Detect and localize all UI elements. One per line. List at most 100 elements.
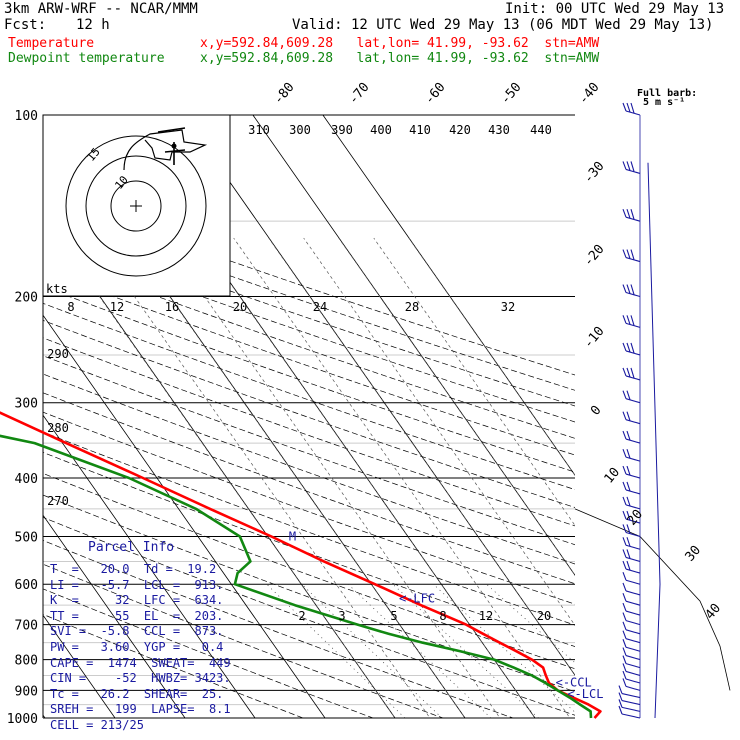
parcel-info-row: CIN = -52 HWBZ= 3423. (50, 671, 231, 686)
dry-adiabat-group (43, 193, 575, 718)
dry-adiabat (43, 411, 575, 605)
moist-adiabat (338, 237, 575, 576)
isotherm-label: -20 (581, 242, 608, 270)
dry-adiabat (43, 431, 575, 626)
speed-scale-label: 12 (110, 300, 124, 314)
isotherm-label: -80 (271, 80, 298, 108)
mixing-ratio-line (266, 583, 406, 718)
parcel-info-row: LI = -5.7 LCL = 913. (50, 577, 224, 592)
wind-barb (618, 705, 641, 719)
dry-adiabat (43, 320, 575, 508)
dry-adiabat (43, 193, 575, 376)
theta-e-label: 410 (409, 123, 431, 137)
wind-barb (622, 647, 641, 661)
dry-adiabat (43, 355, 575, 546)
isotherm-line (322, 115, 575, 476)
temperature-trace (0, 411, 602, 719)
parcel-info-row: SREH = 199 LAPSE= 8.1 (50, 702, 231, 717)
theta-e-label: 430 (488, 123, 510, 137)
level-marker: <-LFC (399, 592, 435, 606)
pressure-tick-label: 800 (15, 654, 38, 669)
dewpoint-trace (0, 434, 593, 719)
forecast-label: Fcst: (4, 17, 47, 33)
moist-adiabat (58, 237, 396, 718)
wind-profile-line (647, 162, 661, 719)
dry-adiabat (43, 516, 575, 716)
mixing-ratio-label: 2 (298, 609, 305, 623)
wind-barb (622, 448, 641, 462)
wind-barb (622, 630, 641, 644)
pressure-tick-label: 200 (15, 291, 38, 306)
model-title: 3km ARW-WRF -- NCAR/MMM (4, 1, 198, 17)
moist-adiabat (93, 237, 431, 718)
isotherm-label: -60 (422, 80, 449, 108)
theta-e-label: 420 (449, 123, 471, 137)
hodograph-units-label: kts (46, 282, 68, 296)
wind-barb (622, 602, 641, 616)
wind-barb (622, 102, 641, 116)
storm-motion-dot (171, 143, 177, 149)
full-barb-value: 5 m s⁻¹ (643, 97, 685, 108)
speed-scale-label: 16 (165, 300, 179, 314)
isotherm-label: 10 (602, 465, 624, 487)
theta-e-label: 400 (370, 123, 392, 137)
mixing-ratio-label: 8 (439, 609, 446, 623)
hodograph-ring (85, 155, 187, 257)
mixing-ratio-label: 20 (537, 609, 551, 623)
wind-barb (622, 208, 641, 222)
level-marker: M (289, 529, 296, 543)
forecast-hour: 12 h (76, 17, 110, 33)
wind-barb (622, 663, 641, 676)
moist-adiabat (303, 237, 575, 626)
parcel-info-row: K = 32 LFC = 634. (50, 593, 224, 608)
theta-e-label: 300 (289, 123, 311, 137)
mixing-ratio-line (486, 583, 575, 664)
wind-barb (622, 549, 641, 562)
pressure-tick-label: 1000 (7, 712, 38, 727)
pressure-tick-label: 300 (15, 397, 38, 412)
wind-barb (622, 639, 641, 652)
mixing-ratio-group (266, 583, 575, 718)
parcel-info-title: Parcel Info (88, 540, 175, 555)
moist-adiabat (408, 237, 575, 476)
isotherm-label: 30 (683, 543, 705, 565)
wind-barb (622, 496, 641, 510)
wind-barb (622, 678, 641, 691)
temperature-location: x,y=592.84,609.28 lat,lon= 41.99, -93.62… (200, 36, 600, 51)
parcel-info-row: T = 20.0 Td = 19.2 (50, 562, 217, 576)
isotherm-label: -70 (346, 80, 373, 108)
wind-barb (618, 692, 641, 706)
theta-label: 270 (47, 494, 69, 508)
moist-adiabat (163, 237, 501, 718)
moist-adiabat (128, 237, 466, 718)
mixing-ratio-label: 12 (479, 609, 493, 623)
isotherm-line (252, 115, 575, 576)
wind-barb (622, 430, 641, 444)
moist-adiabat (268, 237, 575, 676)
outer-frame-line (574, 508, 731, 691)
wind-barb (622, 367, 641, 381)
valid-time: Valid: 12 UTC Wed 29 May 13 (06 MDT Wed … (292, 17, 714, 33)
dry-adiabat (43, 613, 304, 718)
hodograph-ring (110, 180, 162, 232)
wind-barb (622, 592, 641, 606)
pressure-tick-label: 100 (15, 109, 38, 124)
isotherm-line (43, 614, 116, 718)
wind-barb (618, 699, 641, 712)
wind-barb (622, 315, 641, 328)
isotherm-label: 40 (703, 601, 725, 623)
wind-barb (622, 411, 641, 425)
wind-barb (622, 655, 641, 669)
theta-label: 280 (47, 421, 69, 435)
wind-barb (622, 342, 641, 356)
dry-adiabat (43, 392, 575, 585)
speed-scale-label: 20 (233, 300, 247, 314)
theta-label: 290 (47, 347, 69, 361)
wind-barb (622, 582, 641, 596)
parcel-info-row: PW = 3.60 YGP = 0.4 (50, 639, 224, 654)
parcel-info-row: CAPE = 1474 SWEAT= 449 (50, 655, 231, 670)
wind-barb (622, 670, 641, 684)
